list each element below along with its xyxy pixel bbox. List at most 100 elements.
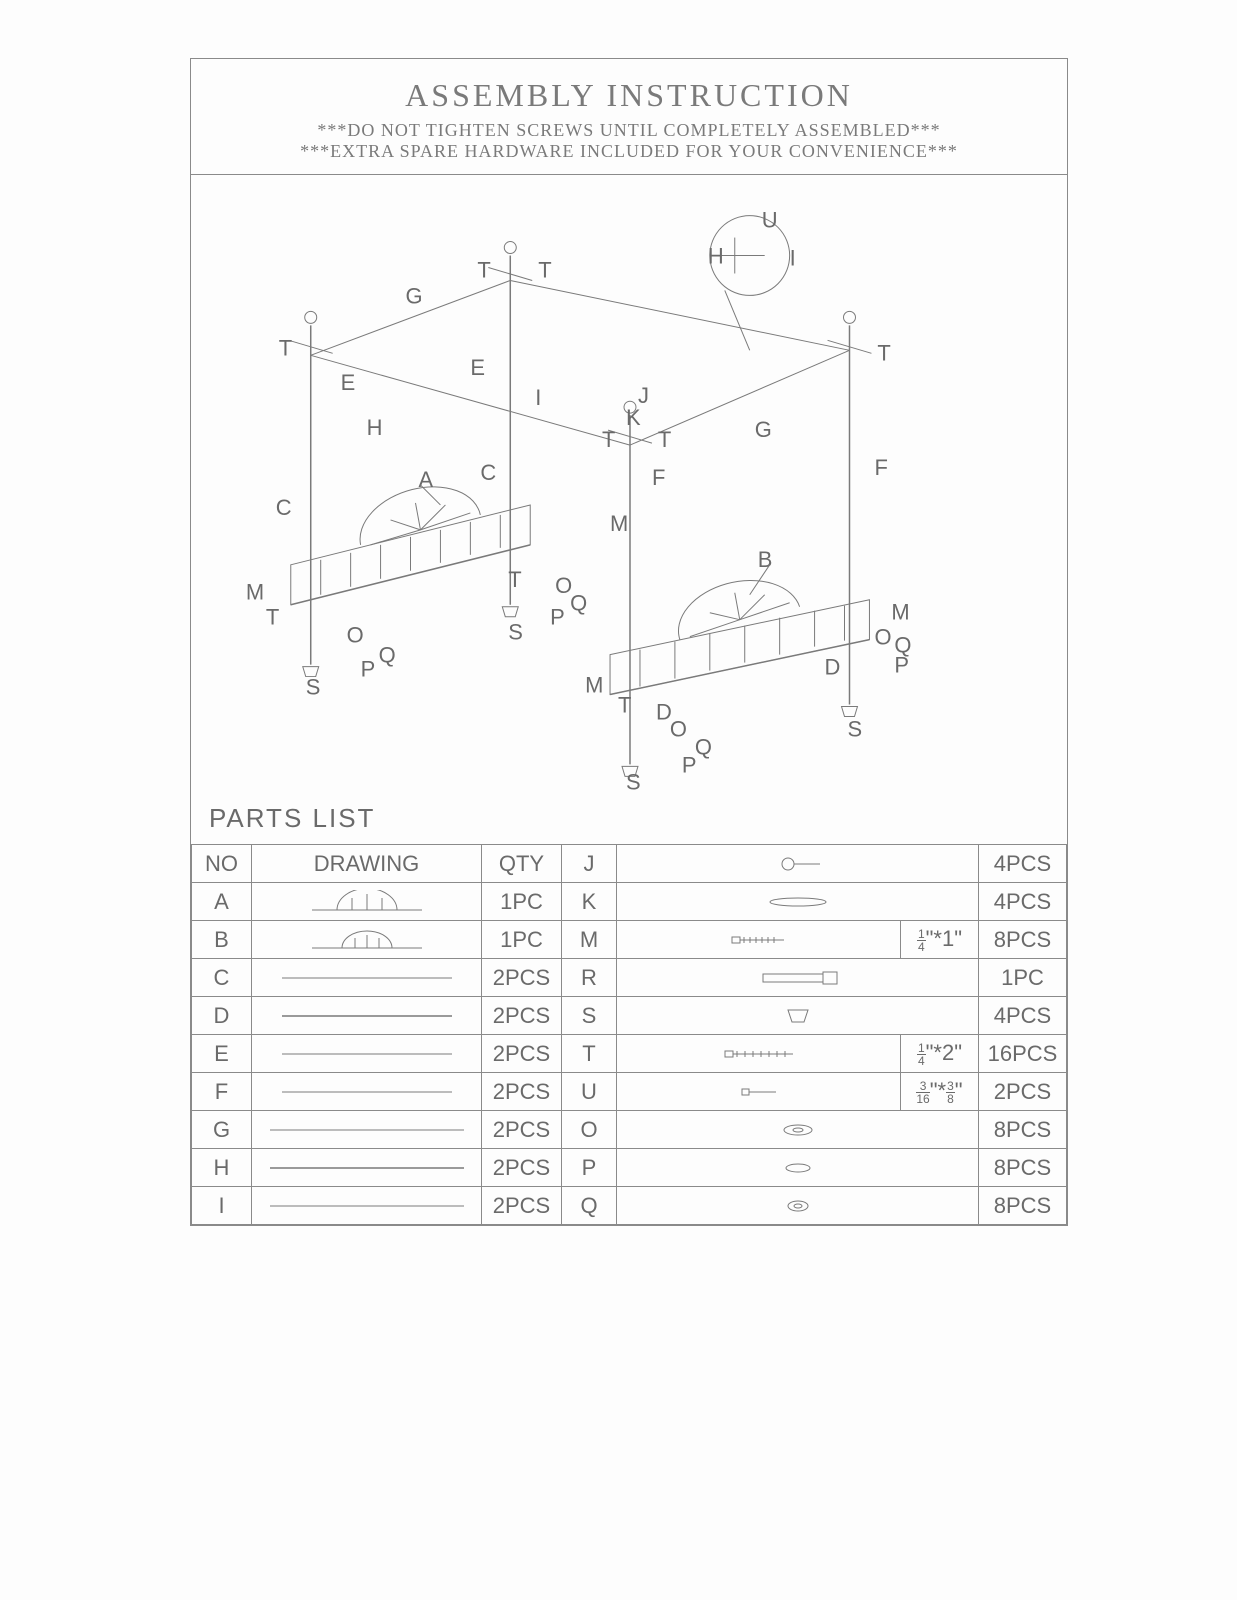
cell-no: G: [192, 1111, 252, 1149]
cell-no: F: [192, 1073, 252, 1111]
drawing-footboard: [252, 921, 482, 959]
svg-text:S: S: [626, 769, 641, 794]
drawing-bolt: [617, 921, 901, 959]
svg-text:M: M: [891, 600, 909, 625]
svg-text:O: O: [874, 625, 891, 650]
cell-no: M: [562, 921, 617, 959]
svg-text:P: P: [894, 653, 909, 678]
svg-text:Q: Q: [379, 643, 396, 668]
header-line-2: ***EXTRA SPARE HARDWARE INCLUDED FOR YOU…: [201, 141, 1057, 162]
cell-qty: 8PCS: [979, 1149, 1067, 1187]
cell-no: H: [192, 1149, 252, 1187]
cell-qty: 8PCS: [979, 1111, 1067, 1149]
drawing-post: [252, 959, 482, 997]
svg-text:T: T: [602, 427, 615, 452]
svg-text:T: T: [658, 427, 671, 452]
cell-no: K: [562, 883, 617, 921]
svg-text:T: T: [477, 257, 490, 282]
cell-qty: 2PCS: [482, 1035, 562, 1073]
drawing-bolt: [617, 1035, 901, 1073]
svg-text:U: U: [762, 208, 778, 233]
cell-qty: 2PCS: [482, 1073, 562, 1111]
drawing-rail: [252, 1111, 482, 1149]
cell-no: U: [562, 1073, 617, 1111]
header-qty: QTY: [482, 845, 562, 883]
svg-text:Q: Q: [570, 591, 587, 616]
drawing-headboard: [252, 883, 482, 921]
cell-no: S: [562, 997, 617, 1035]
cell-qty: 4PCS: [979, 845, 1067, 883]
drawing-bolt: [617, 1073, 901, 1111]
svg-text:E: E: [470, 355, 485, 380]
svg-text:O: O: [670, 716, 687, 741]
drawing-foot: [617, 997, 979, 1035]
svg-text:P: P: [361, 657, 376, 682]
svg-text:O: O: [347, 623, 364, 648]
svg-text:T: T: [877, 340, 890, 365]
cell-no: A: [192, 883, 252, 921]
svg-text:S: S: [306, 675, 321, 700]
cell-qty: 1PC: [482, 883, 562, 921]
svg-text:P: P: [682, 752, 697, 777]
svg-text:G: G: [406, 283, 423, 308]
cell-qty: 8PCS: [979, 1187, 1067, 1225]
svg-text:D: D: [825, 655, 841, 680]
svg-text:I: I: [535, 385, 541, 410]
drawing-finial: [617, 845, 979, 883]
cell-no: I: [192, 1187, 252, 1225]
svg-text:C: C: [480, 460, 496, 485]
svg-text:T: T: [538, 257, 551, 282]
cell-qty: 2PCS: [482, 1149, 562, 1187]
cell-no: O: [562, 1111, 617, 1149]
cell-no: P: [562, 1149, 617, 1187]
drawing-wrench: [617, 959, 979, 997]
header-no: NO: [192, 845, 252, 883]
svg-text:B: B: [758, 547, 773, 572]
cell-qty: 2PCS: [482, 1111, 562, 1149]
svg-text:K: K: [626, 405, 641, 430]
header: ASSEMBLY INSTRUCTION ***DO NOT TIGHTEN S…: [191, 59, 1067, 175]
cell-qty: 8PCS: [979, 921, 1067, 959]
svg-text:M: M: [610, 511, 628, 536]
page-title: ASSEMBLY INSTRUCTION: [201, 77, 1057, 114]
cell-qty: 16PCS: [979, 1035, 1067, 1073]
cell-no: T: [562, 1035, 617, 1073]
svg-text:F: F: [652, 465, 665, 490]
svg-text:Q: Q: [695, 734, 712, 759]
cell-no: D: [192, 997, 252, 1035]
drawing-nut: [617, 1187, 979, 1225]
cell-spec: 14"*2": [901, 1035, 979, 1073]
svg-text:I: I: [790, 246, 796, 271]
assembly-diagram: G E H T T T E I G T C C A M M T O Q P S …: [191, 175, 1067, 795]
cell-qty: 4PCS: [979, 997, 1067, 1035]
drawing-post: [252, 1073, 482, 1111]
cell-no: C: [192, 959, 252, 997]
cell-qty: 2PCS: [979, 1073, 1067, 1111]
svg-text:T: T: [279, 335, 292, 360]
cell-qty: 2PCS: [482, 959, 562, 997]
header-line-1: ***DO NOT TIGHTEN SCREWS UNTIL COMPLETEL…: [201, 120, 1057, 141]
cell-qty: 2PCS: [482, 1187, 562, 1225]
svg-text:E: E: [341, 370, 356, 395]
cell-no: R: [562, 959, 617, 997]
svg-text:T: T: [508, 567, 521, 592]
drawing-rail: [252, 1187, 482, 1225]
header-drawing: DRAWING: [252, 845, 482, 883]
page-frame: ASSEMBLY INSTRUCTION ***DO NOT TIGHTEN S…: [190, 58, 1068, 1226]
svg-text:T: T: [618, 692, 631, 717]
svg-text:F: F: [874, 455, 887, 480]
cell-qty: 1PC: [979, 959, 1067, 997]
drawing-washer: [617, 1149, 979, 1187]
drawing-cap: [617, 883, 979, 921]
svg-text:A: A: [418, 467, 433, 492]
svg-text:P: P: [550, 605, 565, 630]
svg-text:M: M: [246, 580, 264, 605]
cell-qty: 1PC: [482, 921, 562, 959]
cell-qty: 2PCS: [482, 997, 562, 1035]
drawing-post: [252, 997, 482, 1035]
svg-text:G: G: [755, 417, 772, 442]
cell-spec: 316"*38": [901, 1073, 979, 1111]
drawing-post: [252, 1035, 482, 1073]
svg-text:H: H: [367, 415, 383, 440]
cell-no: J: [562, 845, 617, 883]
